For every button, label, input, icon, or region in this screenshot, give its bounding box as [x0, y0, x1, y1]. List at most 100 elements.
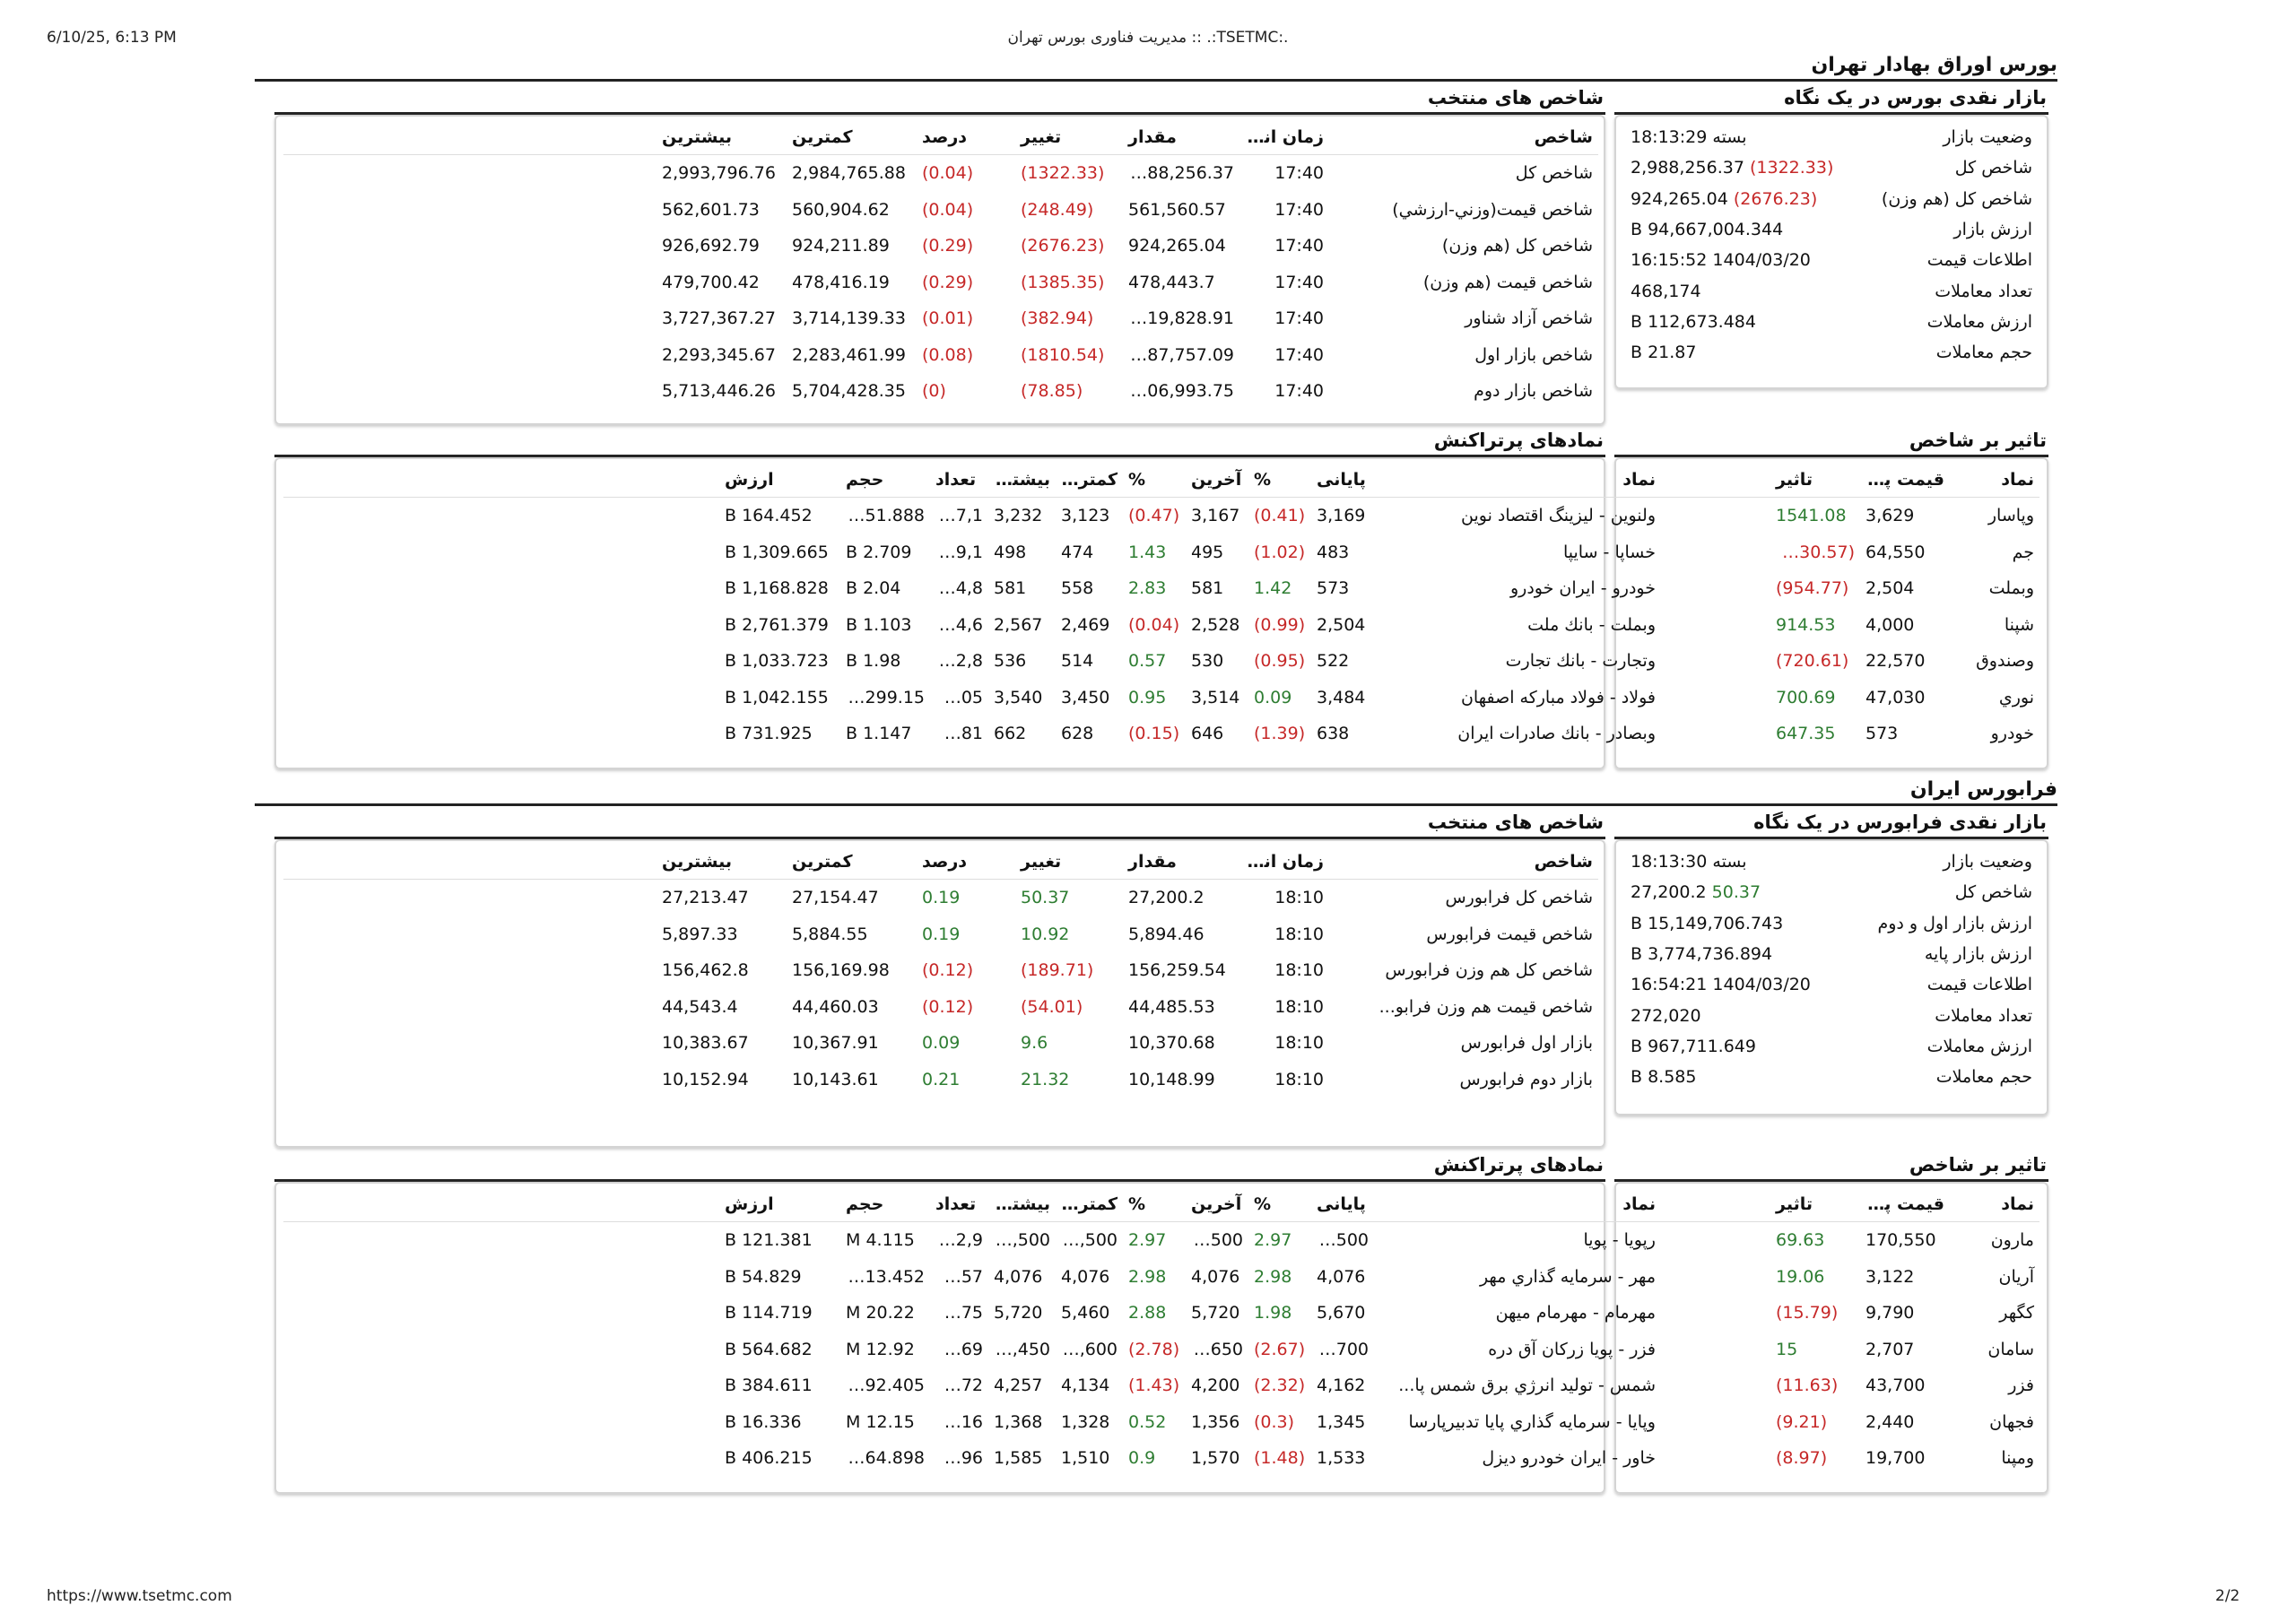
active-cell-min: 4,134	[1061, 1376, 1110, 1396]
indices-cell-time: 17:40	[1274, 272, 1324, 292]
glance-value-text: بسته 18:13:30	[1631, 852, 1747, 872]
indices-column-header	[283, 120, 657, 155]
indices-cell-max: 5,713,446.26	[662, 381, 776, 402]
active-cell-max: 3,540	[994, 687, 1043, 707]
tse-impact-row: نوري 47,030 700.69	[1623, 680, 2039, 716]
tse-impact-row: جم 64,550 (1130.57)	[1623, 534, 2039, 571]
indices-column-header: تغییر	[1015, 120, 1123, 155]
active-cell-close: 1,533	[1317, 1448, 1366, 1469]
ifb-impact-title: تاثیر بر شاخص	[1614, 1153, 2048, 1182]
active-column-header: %	[1248, 1187, 1311, 1222]
active-cell-max: 2,567	[994, 614, 1043, 635]
impact-cell-eff: (9.21)	[1776, 1411, 1828, 1432]
ifb-active-row: فزر - پويا زركان آق دره 43,700 (2.67) 43,65…	[283, 1332, 1661, 1368]
tse-glance-table: وضعیت بازار بسته 18:13:29 شاخص کل (1322.33)…	[1625, 122, 2038, 368]
active-cell-cp: (2.32)	[1254, 1376, 1306, 1396]
ifb-impact-row: کگهر 9,790 (15.79)	[1623, 1295, 2039, 1332]
indices-cell-min: 924,211.89	[792, 236, 890, 256]
active-cell-val: 564.682 B	[725, 1339, 813, 1359]
active-cell-cp: (1.48)	[1254, 1448, 1306, 1469]
indices-cell-time: 18:10	[1274, 1069, 1324, 1089]
impact-column-header: قیمت پایانی	[1860, 1187, 1950, 1222]
active-column-header: تعداد	[930, 1187, 988, 1222]
ifb-glance-panel: بازار نقدی فرابورس در یک نگاه وضعیت بازا…	[1614, 811, 2048, 1115]
glance-value: 112,673.484 B	[1625, 307, 1848, 337]
active-cell-last: 3,514	[1191, 687, 1240, 707]
active-cell-blank	[283, 498, 719, 534]
ifb-impact-row: ومپنا 19,700 (8.97)	[1623, 1440, 2039, 1477]
indices-cell-max: 5,897.33	[662, 924, 738, 944]
glance-value: 1404/03/20 16:15:52	[1625, 245, 1848, 275]
active-cell-max: 498	[994, 542, 1027, 562]
active-cell-lp: 0.95	[1128, 687, 1167, 707]
impact-cell-sym: سامان	[1987, 1339, 2034, 1359]
active-cell-min: 628	[1061, 724, 1094, 744]
active-cell-cnt: 9,805	[934, 687, 983, 707]
impact-cell-eff: (954.77)	[1776, 578, 1849, 599]
indices-cell-blank	[283, 300, 657, 337]
active-cell-vol: 51.888 M	[845, 506, 925, 526]
active-cell-cnt: 14,8...	[930, 578, 983, 599]
glance-value: 967,711.649 B	[1625, 1031, 1848, 1062]
glance-label: حجم معاملات	[1935, 343, 2032, 363]
indices-cell-name: شاخص بازار دوم	[1474, 381, 1593, 402]
active-cell-max: 44,450	[990, 1339, 1050, 1359]
indices-cell-change: (1322.33)	[1021, 163, 1105, 184]
indices-cell-min: 156,169.98	[792, 960, 890, 981]
active-cell-max: 4,257	[994, 1376, 1043, 1396]
indices-cell-change: 50.37	[1021, 888, 1070, 908]
ifb-glance-title: بازار نقدی فرابورس در یک نگاه	[1614, 811, 2048, 839]
tse-section-rule	[255, 79, 2057, 82]
glance-label: وضعیت بازار	[1943, 852, 2032, 872]
impact-cell-price: 573	[1866, 724, 1899, 744]
tse-glance-row: شاخص کل (1322.33) 2,988,256.37	[1625, 152, 2038, 183]
indices-cell-pct: 0.09	[922, 1033, 961, 1054]
active-cell-close: 2,504	[1317, 614, 1366, 635]
impact-cell-price: 19,700	[1866, 1448, 1926, 1469]
impact-cell-price: 22,570	[1866, 651, 1926, 672]
indices-cell-name: شاخص آزاد شناور	[1465, 308, 1593, 329]
indices-cell-value: 44,485.53	[1128, 996, 1215, 1017]
indices-cell-time: 18:10	[1274, 960, 1324, 981]
indices-cell-name: شاخص بازار اول	[1474, 344, 1593, 365]
active-cell-min: 514	[1061, 651, 1094, 672]
impact-cell-eff: 19.06	[1776, 1266, 1825, 1287]
active-cell-sym: وبملت - بانك ملت	[1527, 614, 1656, 635]
active-cell-close: 522	[1317, 651, 1350, 672]
tse-glance-panel: بازار نقدی بورس در یک نگاه وضعیت بازار بس…	[1614, 86, 2048, 389]
active-cell-close: 483	[1317, 542, 1350, 562]
impact-cell-price: 2,440	[1866, 1411, 1915, 1432]
active-column-header: بیشترین	[988, 463, 1056, 498]
active-cell-sym: خاور - ايران‌ خودرو ديزل	[1482, 1448, 1656, 1469]
tse-glance-title: بازار نقدی بورس در یک نگاه	[1614, 86, 2048, 115]
indices-cell-min: 478,416.19	[792, 272, 890, 292]
active-cell-vol: 1.147 B	[846, 724, 912, 744]
active-cell-min: 3,450	[1061, 687, 1110, 707]
glance-value-text: 15,149,706.743 B	[1631, 913, 1784, 933]
ifb-indices-title: شاخص های منتخب	[274, 811, 1605, 839]
tse-indices-row: شاخص آزاد شناور 17:40 3,719,828.91 (382.94)…	[283, 300, 1598, 337]
impact-cell-price: 4,000	[1866, 614, 1915, 635]
tse-impact-row: شپنا 4,000 914.53	[1623, 607, 2039, 644]
indices-cell-time: 18:10	[1274, 924, 1324, 944]
indices-cell-pct: 0.19	[922, 888, 961, 908]
active-cell-cp: 2.97	[1254, 1230, 1292, 1251]
impact-cell-price: 2,504	[1866, 578, 1915, 599]
active-cell-val: 1,033.723 B	[725, 651, 829, 672]
active-cell-max: 3,232	[994, 506, 1043, 526]
ifb-indices-row: شاخص کل هم وزن فرابورس 18:10 156,259.54 (18…	[283, 952, 1598, 989]
ifb-impact-row: فزر 43,700 (11.63)	[1623, 1367, 2039, 1404]
indices-cell-change: 21.32	[1021, 1069, 1070, 1089]
ifb-active-row: رپویا - پويا 29,500 2.97 29,500 2.97 29,500 29…	[283, 1222, 1661, 1259]
impact-cell-eff: 1541.08	[1776, 506, 1847, 526]
indices-cell-pct: (0.12)	[922, 996, 974, 1017]
indices-cell-pct: (0.04)	[922, 199, 974, 220]
impact-cell-sym: جم	[2012, 542, 2034, 562]
active-cell-close: 3,169	[1317, 506, 1366, 526]
active-cell-vol: 1.103 B	[846, 614, 912, 635]
active-cell-val: 54.829 B	[725, 1266, 802, 1287]
